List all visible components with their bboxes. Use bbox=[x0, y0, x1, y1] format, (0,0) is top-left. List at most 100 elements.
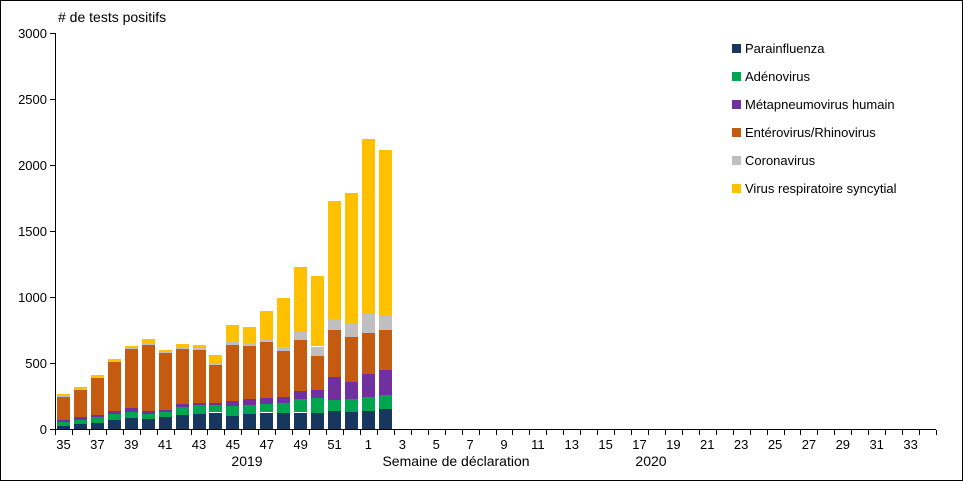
bar-segment-week-45-ent-rovirus-rhinovirus bbox=[226, 344, 240, 402]
x-axis-tick bbox=[156, 430, 158, 435]
bar-segment-week-51-coronavirus bbox=[328, 318, 342, 330]
bar-segment-week-44-coronavirus bbox=[209, 363, 223, 365]
bar-segment-week-47-virus-respiratoire-syncytial bbox=[260, 310, 274, 340]
bar-segment-week-43-ad-novirus bbox=[192, 405, 206, 414]
bar-segment-week-2-parainfluenza bbox=[378, 409, 392, 429]
x-axis-tick bbox=[478, 430, 480, 435]
x-axis-tick-label: 19 bbox=[666, 437, 681, 452]
bar-segment-week-49-parainfluenza bbox=[294, 412, 308, 429]
x-axis-tick bbox=[647, 430, 649, 435]
x-axis-year-2019: 2019 bbox=[231, 453, 263, 469]
y-axis-tick bbox=[50, 363, 55, 364]
bar-segment-week-1-ad-novirus bbox=[361, 397, 375, 411]
bar-segment-week-36-m-tapneumovirus-humain bbox=[73, 417, 87, 421]
x-axis-tick bbox=[834, 430, 836, 435]
bar-segment-week-46-ad-novirus bbox=[243, 404, 257, 414]
x-axis-tick bbox=[580, 430, 582, 435]
x-axis-tick-label: 45 bbox=[225, 437, 241, 452]
bar-segment-week-51-ent-rovirus-rhinovirus bbox=[328, 330, 342, 377]
bar-segment-week-52-virus-respiratoire-syncytial bbox=[344, 192, 358, 324]
bar-segment-week-47-coronavirus bbox=[260, 339, 274, 342]
bar-segment-week-42-ad-novirus bbox=[175, 406, 189, 416]
y-axis-tick-label: 1000 bbox=[18, 290, 47, 305]
legend-label: Virus respiratoire syncytial bbox=[745, 181, 897, 196]
bar-segment-week-41-ad-novirus bbox=[158, 411, 172, 418]
bar-segment-week-41-coronavirus bbox=[158, 351, 172, 354]
y-axis-tick-label: 500 bbox=[25, 356, 47, 371]
bar-segment-week-38-virus-respiratoire-syncytial bbox=[107, 359, 121, 361]
y-axis-tick bbox=[50, 165, 55, 166]
x-axis-tick bbox=[766, 430, 768, 435]
x-axis-tick bbox=[563, 430, 565, 435]
x-axis-tick bbox=[292, 430, 294, 435]
bar-segment-week-50-coronavirus bbox=[311, 346, 325, 357]
bar-segment-week-45-parainfluenza bbox=[226, 415, 240, 429]
bar-segment-week-42-coronavirus bbox=[175, 347, 189, 350]
x-axis-tick bbox=[851, 430, 853, 435]
x-axis-tick-label: 49 bbox=[293, 437, 308, 452]
bar-segment-week-39-ad-novirus bbox=[124, 411, 138, 419]
bar-segment-week-48-virus-respiratoire-syncytial bbox=[277, 298, 291, 348]
bar-segment-week-41-m-tapneumovirus-humain bbox=[158, 409, 172, 412]
bar-segment-week-1-coronavirus bbox=[361, 314, 375, 333]
bar-segment-week-1-m-tapneumovirus-humain bbox=[361, 374, 375, 398]
bar-segment-week-49-coronavirus bbox=[294, 331, 308, 340]
bar-segment-week-37-ad-novirus bbox=[90, 417, 104, 424]
y-axis-tick bbox=[50, 297, 55, 298]
bar-segment-week-44-parainfluenza bbox=[209, 412, 223, 429]
bar-segment-week-50-ad-novirus bbox=[311, 397, 325, 414]
bar-segment-week-51-ad-novirus bbox=[328, 399, 342, 411]
bar-segment-week-35-virus-respiratoire-syncytial bbox=[56, 394, 70, 396]
x-axis-tick bbox=[936, 430, 937, 435]
bar-segment-week-45-coronavirus bbox=[226, 341, 240, 345]
y-axis-tick bbox=[50, 99, 55, 100]
bar-segment-week-52-parainfluenza bbox=[344, 411, 358, 429]
bar-segment-week-52-m-tapneumovirus-humain bbox=[344, 382, 358, 399]
bar-segment-week-40-coronavirus bbox=[141, 343, 155, 346]
x-axis-tick-label: 3 bbox=[398, 437, 406, 452]
legend-item-adenovirus: Adénovirus bbox=[732, 69, 896, 84]
bar-segment-week-50-ent-rovirus-rhinovirus bbox=[311, 356, 325, 391]
x-axis-tick bbox=[326, 430, 328, 435]
x-axis-tick bbox=[275, 430, 277, 435]
bar-segment-week-48-ent-rovirus-rhinovirus bbox=[277, 351, 291, 397]
x-axis-tick bbox=[749, 430, 751, 435]
bar-segment-week-2-virus-respiratoire-syncytial bbox=[378, 150, 392, 315]
bar-segment-week-44-virus-respiratoire-syncytial bbox=[209, 355, 223, 363]
x-axis-tick-label: 5 bbox=[432, 437, 440, 452]
bar-segment-week-38-coronavirus bbox=[107, 361, 121, 362]
legend-label: Coronavirus bbox=[745, 153, 816, 168]
legend-swatch-icon bbox=[732, 100, 741, 109]
bar-segment-week-51-parainfluenza bbox=[328, 410, 342, 429]
bar-segment-week-35-ad-novirus bbox=[56, 421, 70, 426]
bar-segment-week-44-m-tapneumovirus-humain bbox=[209, 402, 223, 406]
x-axis-tick-label: 47 bbox=[259, 437, 274, 452]
x-axis-tick bbox=[55, 430, 56, 435]
bar-segment-week-41-parainfluenza bbox=[158, 417, 172, 429]
x-axis-tick-label: 21 bbox=[700, 437, 715, 452]
x-axis-tick bbox=[495, 430, 497, 435]
x-axis-tick-label: 31 bbox=[869, 437, 884, 452]
bar-segment-week-39-m-tapneumovirus-humain bbox=[124, 407, 138, 412]
x-axis-tick bbox=[885, 430, 887, 435]
x-axis-line bbox=[55, 429, 936, 430]
x-axis-tick bbox=[410, 430, 412, 435]
x-axis-tick-label: 9 bbox=[500, 437, 508, 452]
bar-segment-week-47-m-tapneumovirus-humain bbox=[260, 397, 274, 404]
bar-segment-week-45-virus-respiratoire-syncytial bbox=[226, 325, 240, 342]
y-axis-line bbox=[55, 33, 56, 430]
bar-segment-week-43-coronavirus bbox=[192, 348, 206, 350]
x-axis-tick bbox=[546, 430, 548, 435]
bar-segment-week-36-coronavirus bbox=[73, 389, 87, 391]
bar-segment-week-39-virus-respiratoire-syncytial bbox=[124, 345, 138, 348]
bar-segment-week-52-ent-rovirus-rhinovirus bbox=[344, 336, 358, 383]
bar-segment-week-37-virus-respiratoire-syncytial bbox=[90, 374, 104, 377]
bar-segment-week-47-ad-novirus bbox=[260, 403, 274, 413]
x-axis-tick bbox=[681, 430, 683, 435]
x-axis-tick-label: 43 bbox=[191, 437, 207, 452]
x-axis-tick bbox=[343, 430, 345, 435]
bar-segment-week-46-ent-rovirus-rhinovirus bbox=[243, 345, 257, 400]
x-axis-tick-label: 27 bbox=[801, 437, 817, 452]
legend-swatch-icon bbox=[732, 156, 741, 165]
